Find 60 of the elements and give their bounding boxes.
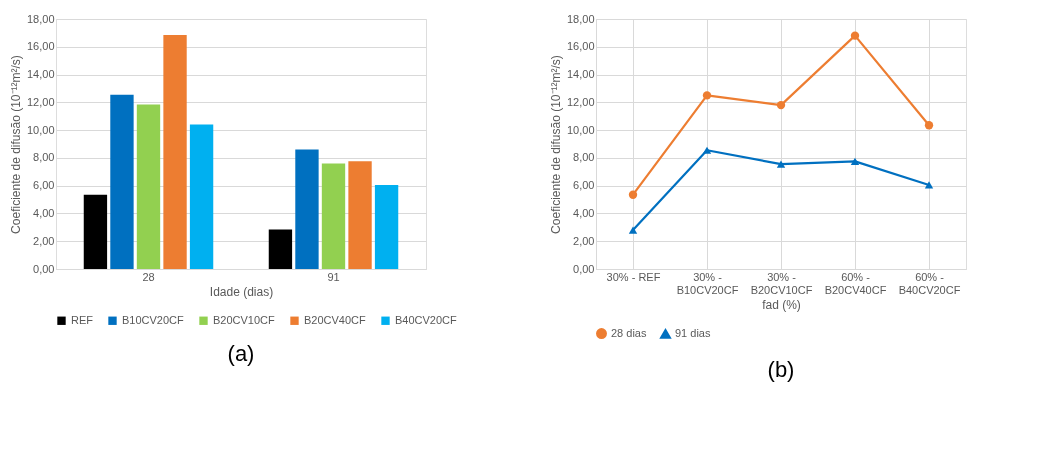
point	[628, 226, 638, 234]
point	[850, 157, 860, 165]
x-tick-label: 30% - B10CV20CF	[676, 270, 739, 296]
point	[924, 181, 934, 189]
legend-label: B10CV20CF	[122, 313, 185, 326]
legend-label: 91 dias	[675, 326, 711, 339]
x-tick-label: 28	[142, 270, 155, 283]
y-tick-label: 2,00	[573, 234, 595, 247]
point	[702, 91, 712, 100]
bar	[136, 104, 161, 269]
y-tick-label: 10,00	[566, 123, 595, 136]
y-tick-label: 0,00	[33, 262, 55, 275]
point	[776, 160, 786, 168]
point	[850, 31, 860, 40]
legend-label: B20CV40CF	[304, 313, 367, 326]
y-tick-label: 12,00	[26, 95, 55, 108]
x-tick-label: 60% - B40CV20CF	[898, 270, 961, 296]
point	[628, 190, 638, 199]
y-tick-label: 16,00	[26, 40, 55, 53]
y-tick-label: 8,00	[33, 151, 55, 164]
y-tick-label: 10,00	[26, 123, 55, 136]
text: (b)	[767, 357, 795, 382]
x-tick-label: 30% - REF	[606, 270, 661, 283]
bar	[321, 163, 346, 269]
x-axis-title: fad (%)	[762, 297, 801, 312]
bar	[268, 229, 293, 269]
legend-label: REF	[71, 313, 94, 326]
bar	[110, 94, 134, 269]
x-tick-label: 30% - B20CV10CF	[750, 270, 813, 296]
bar	[348, 161, 372, 269]
y-tick-label: 16,00	[566, 40, 595, 53]
x-tick-label: 91	[327, 270, 340, 283]
point	[924, 121, 934, 130]
x-axis-title: Idade (dias)	[209, 284, 274, 299]
y-tick-label: 12,00	[566, 95, 595, 108]
bar	[374, 184, 399, 269]
y-tick-label: 8,00	[573, 151, 595, 164]
bar	[295, 149, 319, 269]
y-tick-label: 4,00	[573, 206, 595, 219]
y-tick-label: 6,00	[33, 179, 55, 192]
y-tick-label: 0,00	[573, 262, 595, 275]
point	[702, 146, 712, 154]
y-axis-title: Coeficiente de difusão (10⁻¹²m²/s)	[8, 55, 23, 234]
bar	[189, 124, 214, 269]
x-tick-label: 60% - B20CV40CF	[824, 270, 887, 296]
y-tick-label: 14,00	[26, 68, 55, 81]
point	[776, 100, 786, 110]
bar	[83, 194, 108, 269]
y-tick-label: 4,00	[33, 206, 55, 219]
y-tick-label: 18,00	[566, 12, 595, 25]
y-tick-label: 2,00	[33, 234, 55, 247]
y-tick-label: 14,00	[566, 68, 595, 81]
legend-label: B40CV20CF	[395, 313, 458, 326]
legend-label: B20CV10CF	[213, 313, 276, 326]
y-axis-title: Coeficiente de difusão (10⁻¹²m²/s)	[548, 55, 563, 234]
bar	[163, 34, 187, 269]
text: (a)	[227, 341, 255, 366]
legend-label: 28 dias	[611, 326, 647, 339]
y-tick-label: 18,00	[26, 12, 55, 25]
y-tick-label: 6,00	[573, 179, 595, 192]
